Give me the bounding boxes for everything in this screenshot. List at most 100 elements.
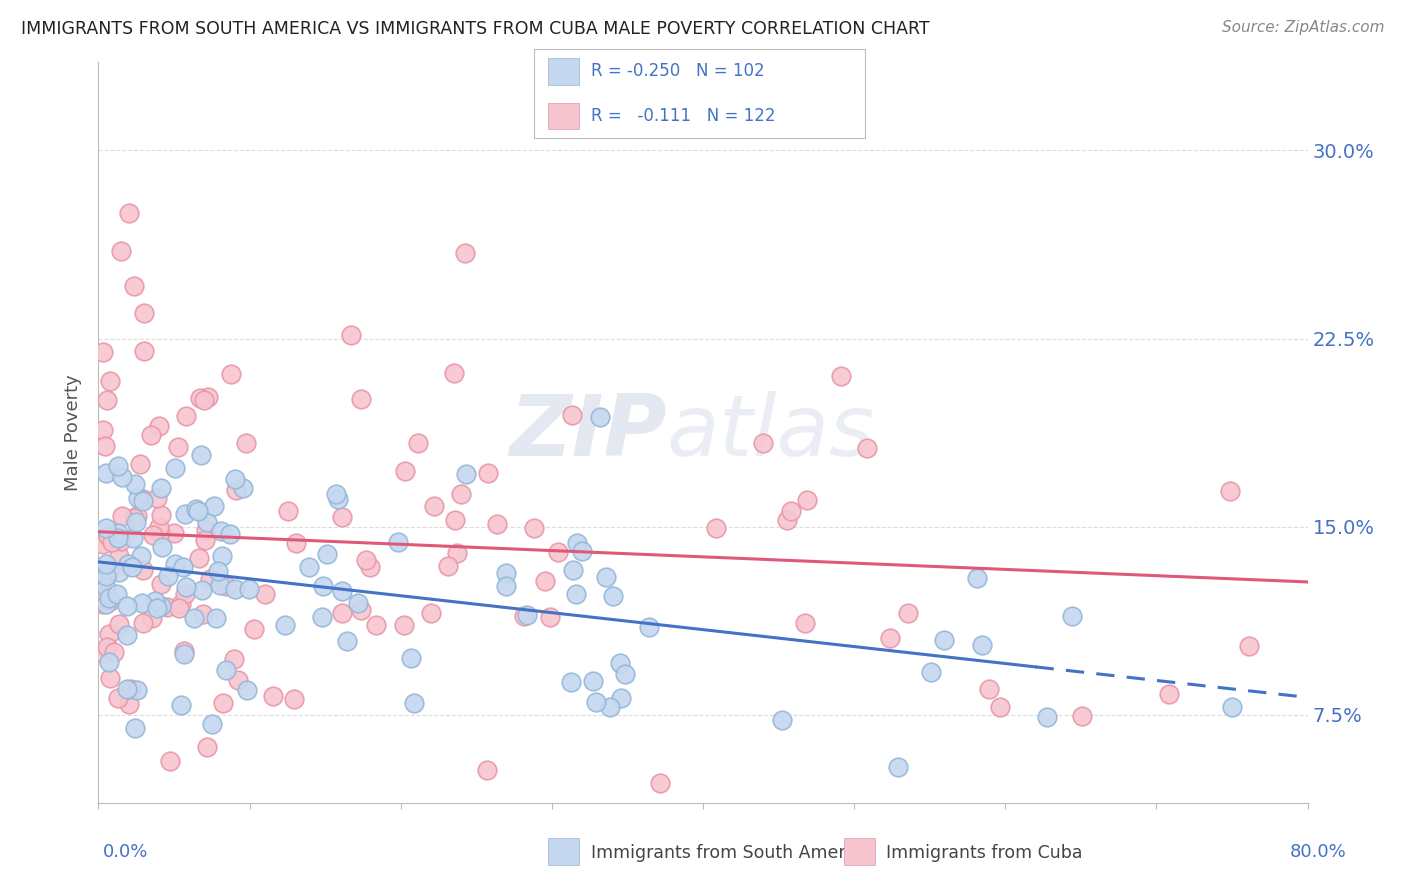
Point <box>141 428 163 442</box>
Point <box>243 622 266 636</box>
Point <box>215 664 238 678</box>
Point <box>132 563 155 577</box>
Point <box>609 690 631 705</box>
Point <box>387 535 409 549</box>
Point <box>513 608 536 623</box>
Point <box>211 549 233 563</box>
Point <box>184 502 207 516</box>
Point <box>167 601 190 615</box>
Point <box>107 691 129 706</box>
Point <box>346 596 368 610</box>
Point <box>979 682 1001 697</box>
Point <box>188 391 211 405</box>
Point <box>364 617 387 632</box>
Point <box>115 628 138 642</box>
Point <box>93 591 115 606</box>
Point <box>98 563 121 577</box>
Point <box>165 557 187 571</box>
Point <box>599 700 621 714</box>
Point <box>450 487 472 501</box>
Point <box>173 644 195 658</box>
Point <box>107 531 129 545</box>
Point <box>165 461 187 475</box>
Text: R =   -0.111   N = 122: R = -0.111 N = 122 <box>591 107 775 125</box>
Point <box>98 591 121 606</box>
Point <box>359 560 381 574</box>
Text: atlas: atlas <box>666 391 875 475</box>
Point <box>235 683 257 698</box>
Point <box>796 493 818 508</box>
Point <box>124 510 146 524</box>
Point <box>565 536 588 550</box>
Point <box>354 553 377 567</box>
Point <box>108 616 131 631</box>
Point <box>437 559 460 574</box>
Point <box>107 549 129 563</box>
Point <box>207 564 229 578</box>
Point <box>91 423 114 437</box>
Point <box>146 491 169 505</box>
Point <box>187 504 209 518</box>
Point <box>118 206 141 220</box>
Point <box>191 607 214 621</box>
Point <box>262 689 284 703</box>
Point <box>970 638 993 652</box>
Point <box>585 695 607 709</box>
Point <box>132 306 155 320</box>
Point <box>225 483 247 497</box>
Point <box>97 528 120 542</box>
Point <box>277 503 299 517</box>
Point <box>1220 700 1243 714</box>
Point <box>589 410 612 425</box>
Point <box>141 610 163 624</box>
Point <box>582 674 605 689</box>
Point <box>127 683 149 698</box>
Point <box>1219 483 1241 498</box>
Point <box>330 510 353 524</box>
Point <box>91 344 114 359</box>
Point <box>110 508 132 523</box>
Point <box>219 527 242 541</box>
Point <box>394 464 416 478</box>
Point <box>752 436 775 450</box>
Point <box>91 573 114 587</box>
Point <box>111 470 134 484</box>
Point <box>132 491 155 506</box>
Point <box>495 579 517 593</box>
Point <box>159 754 181 768</box>
Point <box>103 645 125 659</box>
Point <box>897 606 920 620</box>
Point <box>195 516 218 530</box>
Point <box>197 390 219 404</box>
Point <box>115 599 138 614</box>
Point <box>166 440 188 454</box>
Text: 80.0%: 80.0% <box>1291 843 1347 861</box>
Point <box>648 775 671 789</box>
Point <box>120 682 142 697</box>
Point <box>209 578 232 592</box>
Point <box>170 698 193 712</box>
Point <box>202 500 225 514</box>
Point <box>224 652 246 666</box>
Point <box>856 442 879 456</box>
Point <box>326 491 349 506</box>
Point <box>516 607 538 622</box>
Text: Source: ZipAtlas.com: Source: ZipAtlas.com <box>1222 20 1385 35</box>
Point <box>172 560 194 574</box>
Text: IMMIGRANTS FROM SOUTH AMERICA VS IMMIGRANTS FROM CUBA MALE POVERTY CORRELATION C: IMMIGRANTS FROM SOUTH AMERICA VS IMMIGRA… <box>21 20 929 37</box>
Point <box>340 328 363 343</box>
Point <box>794 615 817 630</box>
Y-axis label: Male Poverty: Male Poverty <box>65 375 83 491</box>
Point <box>779 503 801 517</box>
Point <box>150 541 173 555</box>
Point <box>94 466 117 480</box>
Point <box>98 655 121 669</box>
Point <box>770 713 793 727</box>
Point <box>224 472 246 486</box>
Point <box>1060 609 1083 624</box>
Point <box>131 596 153 610</box>
Point <box>125 515 148 529</box>
Point <box>477 467 499 481</box>
Point <box>157 569 180 583</box>
Point <box>224 582 246 596</box>
